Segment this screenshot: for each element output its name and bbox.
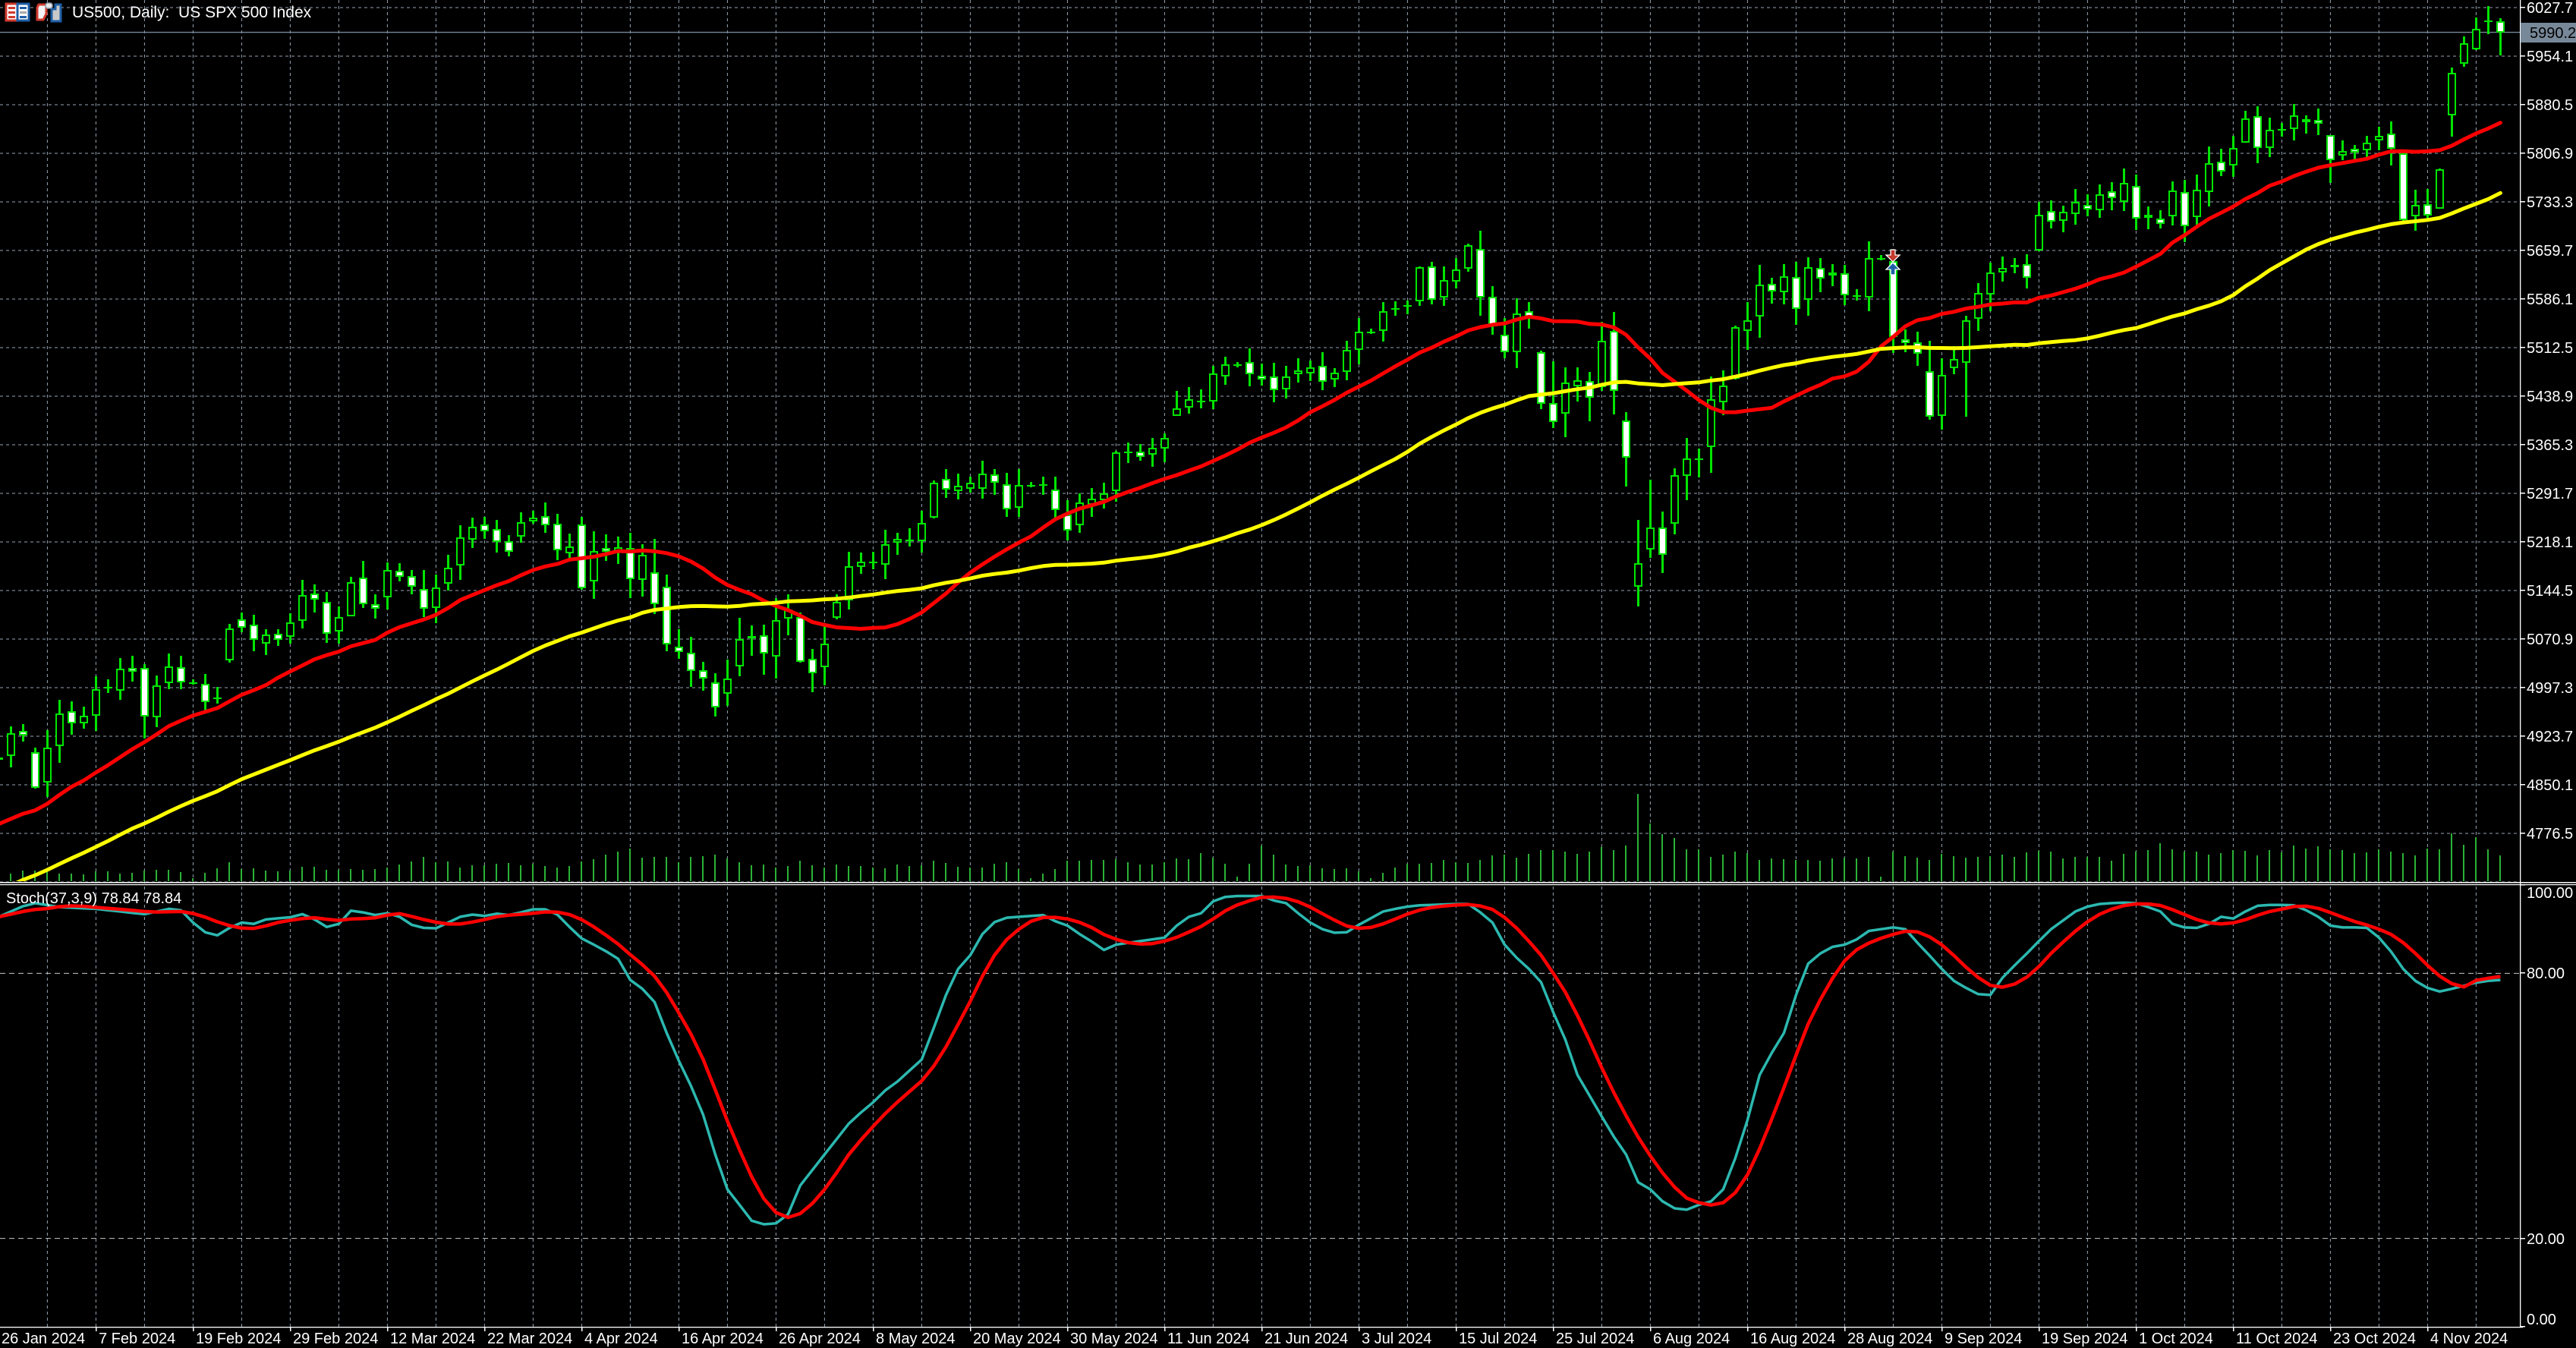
svg-text:21 Jun 2024: 21 Jun 2024 [1264, 1331, 1348, 1347]
svg-text:4997.3: 4997.3 [2527, 680, 2573, 697]
svg-text:16 Aug 2024: 16 Aug 2024 [1750, 1331, 1835, 1347]
svg-text:5512.5: 5512.5 [2527, 340, 2573, 357]
svg-text:5733.3: 5733.3 [2527, 194, 2573, 211]
svg-text:25 Jul 2024: 25 Jul 2024 [1556, 1331, 1634, 1347]
svg-text:80.00: 80.00 [2527, 965, 2565, 982]
svg-text:23 Oct 2024: 23 Oct 2024 [2333, 1331, 2416, 1347]
svg-text:4776.5: 4776.5 [2527, 826, 2573, 842]
svg-text:3 Jul 2024: 3 Jul 2024 [1362, 1331, 1431, 1347]
svg-text:30 May 2024: 30 May 2024 [1070, 1331, 1158, 1347]
svg-text:0.00: 0.00 [2527, 1312, 2556, 1328]
svg-text:11 Oct 2024: 11 Oct 2024 [2236, 1331, 2317, 1347]
svg-text:5144.5: 5144.5 [2527, 583, 2573, 600]
svg-text:4923.7: 4923.7 [2527, 729, 2573, 745]
svg-text:12 Mar 2024: 12 Mar 2024 [390, 1331, 475, 1347]
svg-text:100.00: 100.00 [2527, 885, 2573, 902]
svg-text:6 Aug 2024: 6 Aug 2024 [1653, 1331, 1730, 1347]
svg-text:7 Feb 2024: 7 Feb 2024 [99, 1331, 175, 1347]
svg-text:16 Apr 2024: 16 Apr 2024 [682, 1331, 764, 1347]
svg-text:26 Apr 2024: 26 Apr 2024 [779, 1331, 861, 1347]
svg-text:5659.7: 5659.7 [2527, 243, 2573, 260]
svg-text:11 Jun 2024: 11 Jun 2024 [1167, 1331, 1250, 1347]
svg-text:1 Oct 2024: 1 Oct 2024 [2139, 1331, 2213, 1347]
svg-text:8 May 2024: 8 May 2024 [876, 1331, 956, 1347]
svg-text:26 Jan 2024: 26 Jan 2024 [2, 1331, 85, 1347]
svg-text:5365.3: 5365.3 [2527, 437, 2573, 454]
svg-text:5954.1: 5954.1 [2527, 49, 2573, 65]
svg-text:US500, Daily: US SPX 500 Inde: US500, Daily: US SPX 500 Index [72, 4, 312, 21]
svg-text:5218.1: 5218.1 [2527, 534, 2573, 551]
svg-text:9 Sep 2024: 9 Sep 2024 [1945, 1331, 2022, 1347]
svg-text:19 Feb 2024: 19 Feb 2024 [196, 1331, 281, 1347]
svg-text:4850.1: 4850.1 [2527, 777, 2573, 794]
svg-text:5990.2: 5990.2 [2530, 25, 2576, 42]
svg-text:5070.9: 5070.9 [2527, 631, 2573, 648]
svg-text:5880.5: 5880.5 [2527, 97, 2573, 114]
svg-text:6027.7: 6027.7 [2527, 0, 2573, 17]
svg-text:22 Mar 2024: 22 Mar 2024 [487, 1331, 572, 1347]
svg-text:5291.7: 5291.7 [2527, 486, 2573, 502]
svg-text:5586.1: 5586.1 [2527, 291, 2573, 308]
svg-text:29 Feb 2024: 29 Feb 2024 [293, 1331, 378, 1347]
svg-text:19 Sep 2024: 19 Sep 2024 [2042, 1331, 2127, 1347]
svg-text:20 May 2024: 20 May 2024 [973, 1331, 1061, 1347]
svg-text:4 Nov 2024: 4 Nov 2024 [2430, 1331, 2508, 1347]
svg-text:28 Aug 2024: 28 Aug 2024 [1847, 1331, 1932, 1347]
svg-text:20.00: 20.00 [2527, 1231, 2565, 1248]
svg-text:15 Jul 2024: 15 Jul 2024 [1459, 1331, 1537, 1347]
svg-text:5806.9: 5806.9 [2527, 146, 2573, 162]
svg-text:4 Apr 2024: 4 Apr 2024 [584, 1331, 658, 1347]
svg-text:5438.9: 5438.9 [2527, 389, 2573, 405]
svg-text:Stoch(37,3,9) 78.84 78.84: Stoch(37,3,9) 78.84 78.84 [6, 890, 181, 907]
